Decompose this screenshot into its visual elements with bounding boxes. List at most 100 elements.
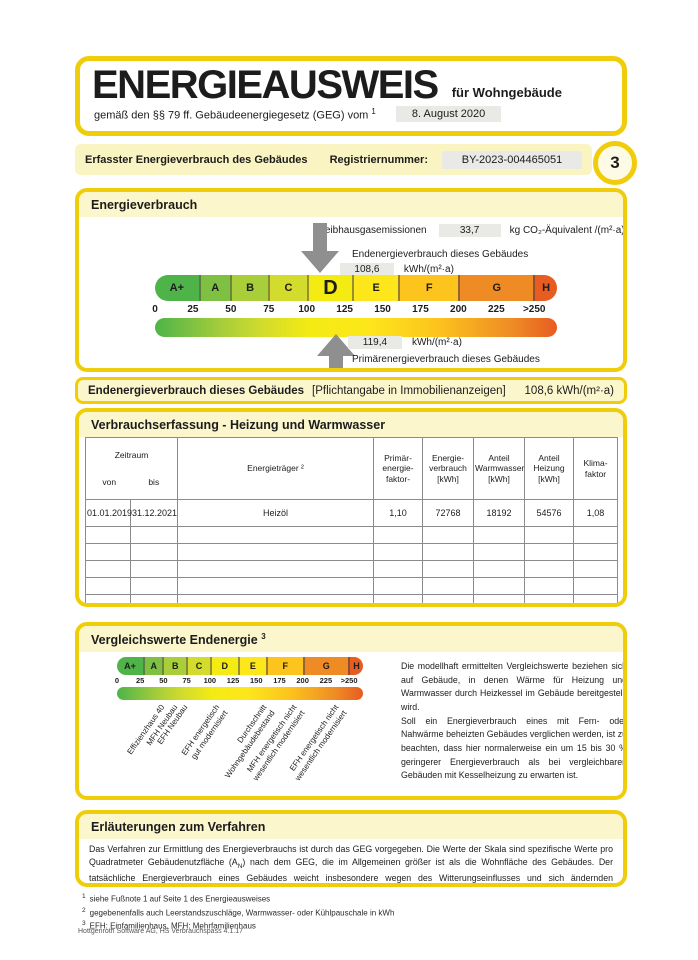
down-arrow-icon — [300, 223, 339, 273]
registry-label: Registriernummer: — [329, 153, 428, 166]
footnotes: 1 siehe Fußnote 1 auf Seite 1 des Energie… — [82, 892, 394, 933]
tick-label: 225 — [487, 304, 505, 315]
scale-segment-a: A — [198, 275, 230, 301]
scale-segment-e: E — [237, 657, 266, 676]
footnote: 2 gegebenenfalls auch Leerstandszuschläge… — [82, 906, 395, 918]
mandatory-value: 108,6 kWh/(m²·a) — [524, 384, 614, 397]
ghg-value-box: 33,7 — [438, 224, 501, 237]
tick-label: 100 — [203, 676, 217, 686]
document-subtitle: für Wohngebäude — [451, 85, 562, 100]
table-row: 01.01.2019 31.12.2021 Heizöl 1,10 72768 … — [85, 499, 619, 528]
tick-label: 175 — [273, 676, 286, 686]
tick-label: 225 — [319, 676, 333, 686]
scale-segment-aplus: A+ — [117, 657, 144, 676]
primary-energy-value-box: 119,4 — [347, 336, 402, 349]
scale-segment-c: C — [186, 657, 210, 676]
scale-segment-b: B — [162, 657, 187, 676]
gradient-bar — [155, 318, 557, 337]
tick-label: >250 — [340, 676, 358, 686]
section-label: Erfasster Energieverbrauch des Gebäudes — [85, 153, 308, 166]
tick-label: 150 — [249, 676, 263, 686]
usage-section-title: Verbrauchserfassung - Heizung und Warmwa… — [79, 412, 623, 437]
comparison-section-title: Vergleichswerte Endenergie 3 — [79, 626, 623, 653]
explanation-section-title: Erläuterungen zum Verfahren — [79, 814, 623, 839]
primary-energy-value-row: 119,4 kWh/(m²·a) — [347, 336, 462, 349]
cell-primaerenergiefaktor: 1,10 — [373, 499, 424, 528]
law-footnote-marker: 1 — [371, 106, 376, 116]
mandatory-bracket: [Pflichtangabe in Immobilienanzeigen] — [312, 384, 506, 397]
comparison-paragraph: Die modellhaft ermittelten Vergleichswer… — [401, 660, 627, 783]
scale-segment-g: G — [458, 275, 534, 301]
end-energy-value-row: 108,6 kWh/(m²·a) — [339, 263, 454, 276]
scale-segment-aplus: A+ — [155, 275, 199, 301]
end-energy-value-box: 108,6 — [339, 263, 394, 276]
scale-segment-h: H — [347, 657, 363, 676]
law-line: gemäß den §§ 79 ff. Gebäudeenergiegesetz… — [94, 106, 376, 122]
scale-segment-b: B — [229, 275, 269, 301]
scale-segment-g: G — [302, 657, 348, 676]
comparison-tick-labels: 0 25 50 75 100 125 150 175 200 225 >250 — [115, 676, 363, 686]
table-row-empty — [85, 594, 619, 603]
col-header-bis: bis — [148, 476, 160, 487]
comparison-paragraph-1: Die modellhaft ermittelten Vergleichswer… — [401, 661, 627, 713]
scale-segment-c: C — [268, 275, 307, 301]
table-row-empty — [85, 560, 619, 579]
header-box: ENERGIEAUSWEIS für Wohngebäude gemäß den… — [75, 56, 627, 136]
scale-segment-d-current: D — [306, 275, 353, 301]
tick-label: 150 — [374, 304, 391, 315]
tick-label: 50 — [225, 304, 237, 315]
up-arrow-icon — [316, 334, 355, 368]
comparison-class-scale: A+ A B C D E F G H — [117, 657, 363, 676]
scale-segment-h: H — [533, 275, 557, 301]
consumption-section: Energieverbrauch Treibhausgasemissionen … — [75, 188, 627, 372]
explanation-section: Erläuterungen zum Verfahren Das Verfahre… — [75, 810, 627, 887]
table-row-empty — [85, 526, 619, 545]
mandatory-label: Endenergieverbrauch dieses Gebäudes — [88, 384, 305, 397]
col-header-anteil-warmwasser: Anteil Warmwasser [kWh] — [473, 436, 526, 501]
tick-label: 0 — [152, 304, 158, 315]
software-footer: Hottgenroth Software AG, HS Verbrauchspa… — [78, 928, 243, 935]
col-header-anteil-heizung: Anteil Heizung [kWh] — [524, 436, 575, 501]
energy-class-scale: A+ A B C D E F G H — [155, 275, 557, 301]
comparison-reference-labels: Effizienzhaus 40 MFH Neubau EFH Neubau E… — [117, 700, 363, 796]
table-row-empty — [85, 543, 619, 562]
scale-segment-a: A — [143, 657, 163, 676]
scale-segment-e: E — [352, 275, 399, 301]
primary-energy-label: Primärenergieverbrauch dieses Gebäudes — [351, 354, 540, 365]
col-header-energietraeger: Energieträger ² — [177, 436, 375, 501]
law-date-box: 8. August 2020 — [395, 106, 502, 122]
cell-bis: 31.12.2021 — [129, 499, 179, 528]
cell-klimafaktor: 1,08 — [573, 499, 619, 528]
scale-segment-f: F — [265, 657, 303, 676]
ghg-unit: kg CO₂-Äquivalent /(m²·a) — [509, 225, 625, 236]
explanation-text: Das Verfahren zur Ermittlung des Energie… — [89, 844, 613, 883]
footnote: 1 siehe Fußnote 1 auf Seite 1 des Energie… — [82, 893, 271, 904]
tick-label: 175 — [412, 304, 429, 315]
scale-tick-labels: 0 25 50 75 100 125 150 175 200 225 >250 — [152, 304, 557, 316]
primary-energy-unit: kWh/(m²·a) — [411, 337, 462, 348]
meta-strip: Erfasster Energieverbrauch des Gebäudes … — [75, 144, 592, 175]
document-title: ENERGIEAUSWEIS — [92, 63, 439, 107]
tick-label: 75 — [263, 304, 275, 315]
col-header-zeitraum: Zeitraum von bis — [84, 436, 179, 501]
cell-energieverbrauch: 72768 — [422, 499, 475, 528]
energy-scale-area: Treibhausgasemissionen 33,7 kg CO₂-Äquiv… — [152, 217, 623, 368]
col-header-klimafaktor: Klima- faktor — [573, 436, 619, 501]
comparison-section: Vergleichswerte Endenergie 3 A+ A B C D … — [75, 622, 627, 800]
col-header-von: von — [102, 476, 117, 487]
mandatory-strip: Endenergieverbrauch dieses Gebäudes [Pfl… — [75, 377, 627, 404]
scale-segment-d: D — [209, 657, 238, 676]
scale-segment-f: F — [398, 275, 459, 301]
tick-label: 25 — [136, 676, 145, 686]
end-energy-unit: kWh/(m²·a) — [403, 264, 454, 275]
comparison-gradient-bar — [117, 687, 363, 701]
comparison-scale-area: A+ A B C D E F G H 0 25 50 75 100 125 — [115, 657, 363, 796]
tick-label: 125 — [336, 304, 353, 315]
tick-label: 50 — [159, 676, 168, 686]
tick-label: >250 — [522, 304, 546, 315]
col-header-primaerenergiefaktor: Primär- energie- faktor- — [373, 436, 424, 501]
col-header-energieverbrauch: Energie- verbrauch [kWh] — [422, 436, 475, 501]
tick-label: 100 — [298, 304, 316, 315]
tick-label: 125 — [226, 676, 240, 686]
